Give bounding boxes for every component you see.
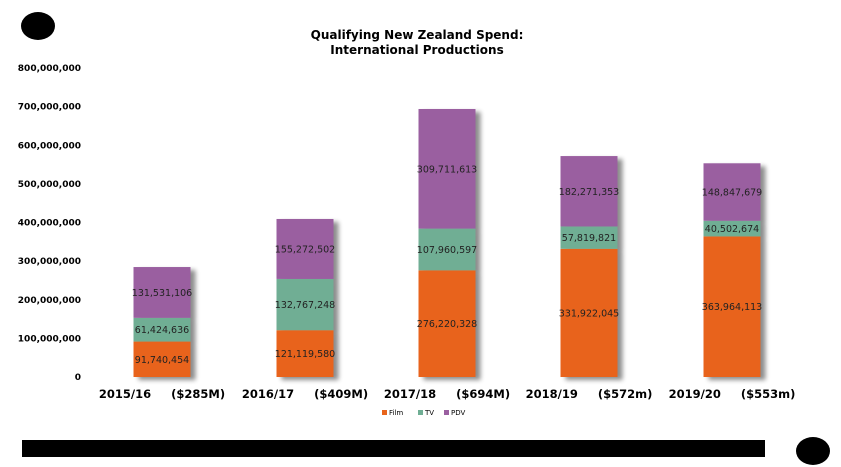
legend-label: PDV	[451, 409, 465, 417]
chart-title: Qualifying New Zealand Spend:	[311, 28, 524, 42]
data-label: 131,531,106	[132, 288, 192, 299]
y-tick-label: 400,000,000	[18, 219, 81, 229]
y-tick-label: 0	[75, 373, 81, 383]
data-label: 182,271,353	[559, 187, 619, 198]
bar-segment-tv	[276, 278, 334, 331]
data-label: 132,767,248	[275, 300, 335, 311]
data-label: 61,424,636	[135, 325, 189, 336]
data-label: 121,119,580	[275, 349, 335, 360]
bar-segment-pdv	[560, 156, 618, 227]
chart-subtitle: International Productions	[330, 43, 503, 57]
x-tick-label: 2017/18 ($694M)	[384, 387, 510, 401]
bar-segment-pdv	[133, 267, 191, 318]
bar-segment-tv	[560, 226, 618, 249]
legend-swatch-pdv	[444, 410, 449, 415]
data-label: 107,960,597	[417, 245, 477, 256]
bar-segment-film	[560, 248, 618, 377]
y-axis: 0 100,000,000 200,000,000 300,000,000 400,00…	[18, 64, 81, 383]
data-label: 363,964,113	[702, 302, 762, 313]
legend: Film TV PDV	[382, 409, 465, 417]
bar-segment-pdv	[276, 218, 334, 279]
y-tick-label: 100,000,000	[18, 334, 81, 344]
data-label: 40,502,674	[705, 224, 759, 235]
x-tick-label: 2016/17 ($409M)	[242, 387, 368, 401]
bar-segment-film	[418, 270, 476, 377]
bar-stack	[560, 156, 618, 377]
legend-label: TV	[424, 409, 434, 417]
data-label: 91,740,454	[135, 355, 189, 366]
bar-segment-pdv	[703, 163, 761, 221]
bars: 91,740,454 61,424,636 131,531,106 121,119,5…	[132, 108, 762, 377]
footer-bar	[22, 440, 765, 457]
data-label: 309,711,613	[417, 164, 477, 175]
bar-segment-tv	[703, 220, 761, 237]
decorative-dot	[796, 437, 830, 465]
data-label: 276,220,328	[417, 319, 477, 330]
bar-segment-film	[276, 330, 334, 377]
legend-swatch-film	[382, 410, 387, 415]
y-tick-label: 200,000,000	[18, 296, 81, 306]
x-tick-label: 2019/20 ($553m)	[669, 387, 796, 401]
x-axis: 2015/16 ($285M) 2016/17 ($409M) 2017/18 ($…	[99, 387, 795, 401]
legend-label: Film	[389, 409, 403, 417]
y-tick-label: 300,000,000	[18, 257, 81, 267]
bar-stack	[703, 163, 761, 377]
y-tick-label: 600,000,000	[18, 141, 81, 151]
bar-stack	[133, 267, 191, 377]
x-tick-label: 2018/19 ($572m)	[526, 387, 653, 401]
y-tick-label: 500,000,000	[18, 180, 81, 190]
bar-segment-film	[703, 236, 761, 377]
bar-segment-pdv	[418, 108, 476, 229]
decorative-dot	[21, 12, 55, 40]
y-tick-label: 700,000,000	[18, 103, 81, 113]
data-label: 155,272,502	[275, 244, 335, 255]
bar-segment-film	[133, 341, 191, 377]
bar-stack	[276, 218, 334, 377]
data-label: 331,922,045	[559, 308, 619, 319]
bar-segment-tv	[133, 317, 191, 342]
bar-stack	[418, 108, 476, 377]
y-tick-label: 800,000,000	[18, 64, 81, 74]
bar-segment-tv	[418, 228, 476, 271]
legend-swatch-tv	[418, 410, 423, 415]
data-label: 57,819,821	[562, 233, 616, 244]
data-label: 148,847,679	[702, 188, 762, 199]
x-tick-label: 2015/16 ($285M)	[99, 387, 225, 401]
